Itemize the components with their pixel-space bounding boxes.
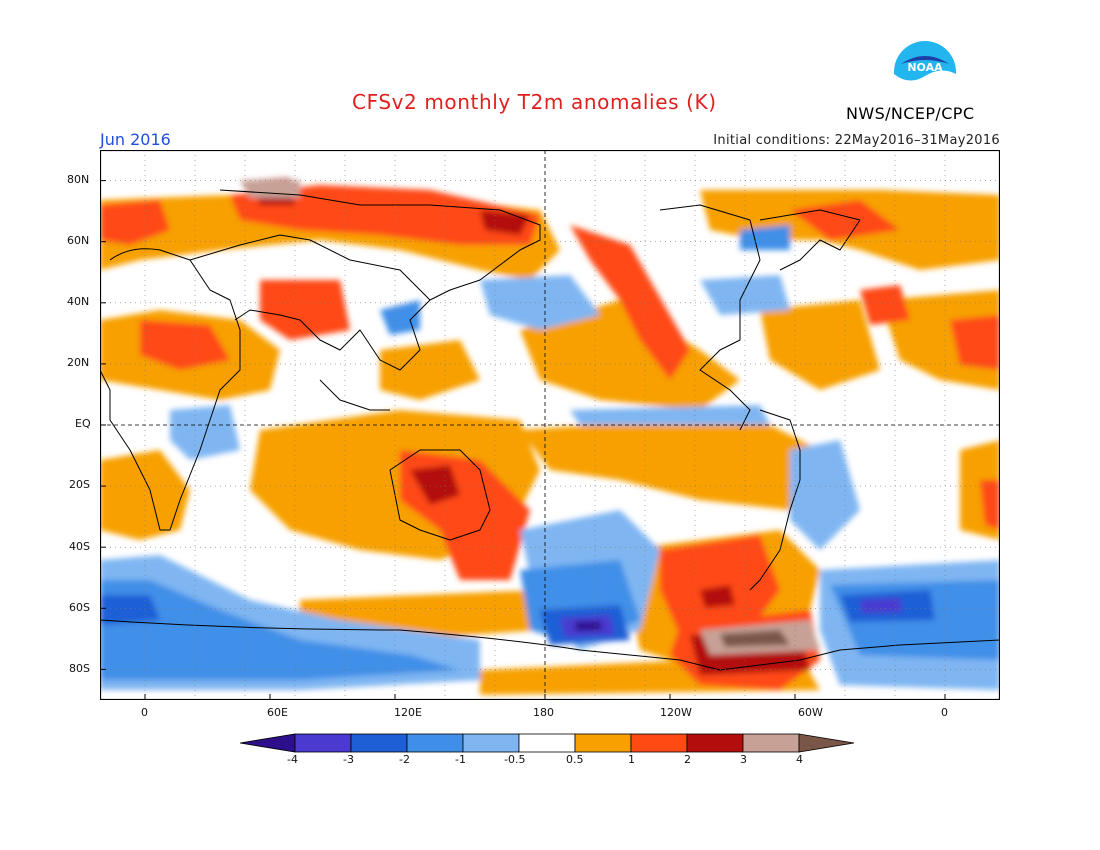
colorbar-cell	[630, 733, 688, 753]
anomaly-map	[100, 150, 1000, 700]
reference-lines	[100, 150, 1000, 700]
lat-label-40s: 40S	[69, 540, 90, 553]
map-title: CFSv2 monthly T2m anomalies (K)	[352, 90, 717, 114]
colorbar-cell	[462, 733, 520, 753]
lon-label-60w: 60W	[798, 706, 823, 719]
colorbar-cell	[742, 733, 800, 753]
colorbar-cell	[350, 733, 408, 753]
lon-label-60e: 60E	[267, 706, 288, 719]
lat-label-20s: 20S	[69, 478, 90, 491]
colorbar	[240, 733, 855, 753]
lat-label-60n: 60N	[67, 234, 90, 247]
lat-label-20n: 20N	[67, 356, 90, 369]
agency-label: NWS/NCEP/CPC	[846, 104, 975, 123]
colorbar-cell	[294, 733, 352, 753]
colorbar-cell	[574, 733, 632, 753]
lon-label-120e: 120E	[394, 706, 422, 719]
legend-label: 4	[796, 753, 803, 766]
colorbar-cap-low	[240, 733, 296, 753]
legend-label: -0.5	[504, 753, 526, 766]
lon-tick-marks	[144, 694, 946, 700]
legend-label: 2	[684, 753, 691, 766]
colorbar-cell	[518, 733, 576, 753]
lat-label-80n: 80N	[67, 173, 90, 186]
legend-label: -1	[455, 753, 466, 766]
colorbar-cap-high	[798, 733, 855, 753]
lon-label-0-east: 0	[941, 706, 948, 719]
legend-label: -3	[343, 753, 354, 766]
colorbar-cell	[686, 733, 744, 753]
lon-label-180: 180	[533, 706, 554, 719]
colorbar-cell	[406, 733, 464, 753]
lat-label-eq: EQ	[75, 417, 91, 430]
lat-label-60s: 60S	[69, 601, 90, 614]
lon-label-0: 0	[141, 706, 148, 719]
lat-tick-marks	[100, 180, 106, 670]
legend-label: 0.5	[566, 753, 584, 766]
legend-label: -4	[287, 753, 298, 766]
lat-label-40n: 40N	[67, 295, 90, 308]
legend-label: -2	[399, 753, 410, 766]
lon-label-120w: 120W	[660, 706, 692, 719]
legend-label: 1	[628, 753, 635, 766]
forecast-month: Jun 2016	[100, 130, 171, 149]
legend-label: 3	[740, 753, 747, 766]
initial-conditions: Initial conditions: 22May2016–31May2016	[713, 133, 1000, 148]
noaa-logo	[893, 40, 957, 104]
lat-label-80s: 80S	[69, 662, 90, 675]
